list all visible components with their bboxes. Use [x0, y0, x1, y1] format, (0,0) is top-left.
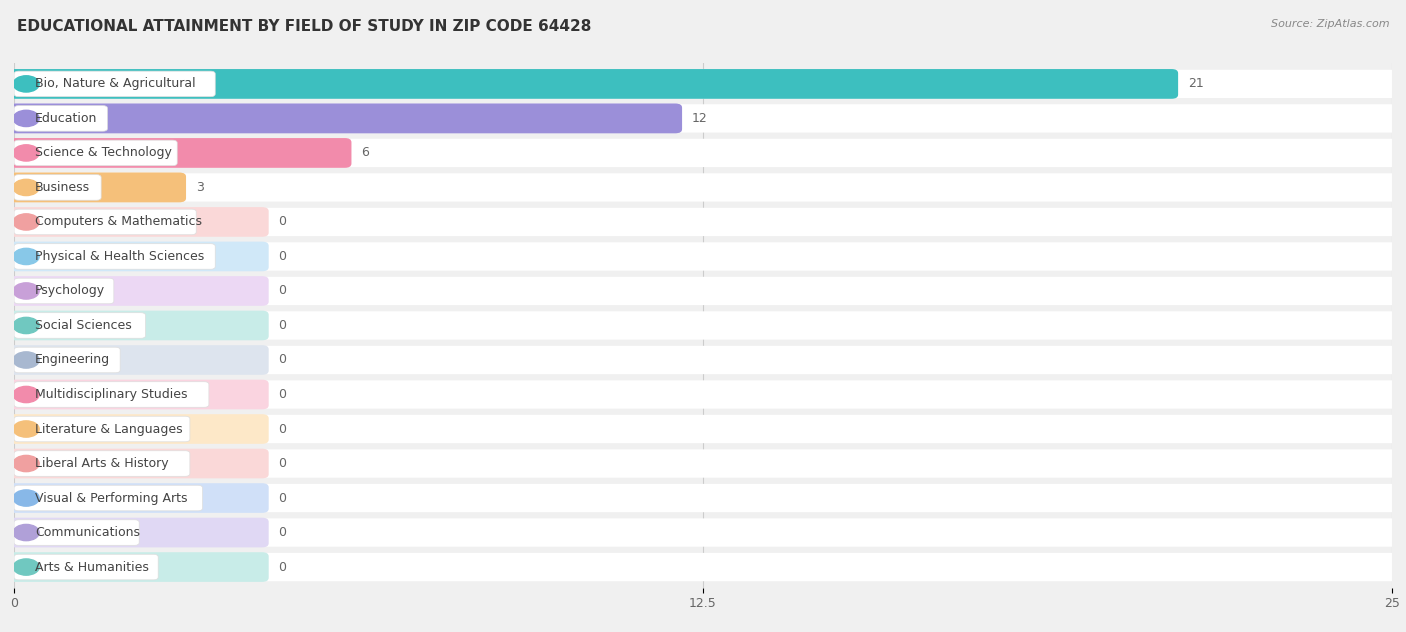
Text: EDUCATIONAL ATTAINMENT BY FIELD OF STUDY IN ZIP CODE 64428: EDUCATIONAL ATTAINMENT BY FIELD OF STUDY…	[17, 19, 592, 34]
Circle shape	[13, 559, 39, 575]
Circle shape	[13, 490, 39, 506]
Text: 0: 0	[278, 526, 287, 539]
Text: Physical & Health Sciences: Physical & Health Sciences	[35, 250, 204, 263]
FancyBboxPatch shape	[14, 313, 145, 338]
Text: 0: 0	[278, 492, 287, 504]
Text: 0: 0	[278, 250, 287, 263]
Circle shape	[13, 214, 39, 230]
FancyBboxPatch shape	[7, 241, 269, 271]
FancyBboxPatch shape	[14, 139, 1392, 167]
Circle shape	[13, 456, 39, 471]
FancyBboxPatch shape	[14, 140, 177, 166]
FancyBboxPatch shape	[7, 483, 269, 513]
FancyBboxPatch shape	[14, 346, 1392, 374]
FancyBboxPatch shape	[7, 380, 269, 410]
Text: Engineering: Engineering	[35, 353, 110, 367]
Text: Psychology: Psychology	[35, 284, 105, 298]
FancyBboxPatch shape	[7, 104, 682, 133]
Text: Science & Technology: Science & Technology	[35, 147, 172, 159]
FancyBboxPatch shape	[14, 484, 1392, 512]
Text: Visual & Performing Arts: Visual & Performing Arts	[35, 492, 187, 504]
FancyBboxPatch shape	[14, 208, 1392, 236]
FancyBboxPatch shape	[14, 242, 1392, 270]
FancyBboxPatch shape	[7, 173, 186, 202]
FancyBboxPatch shape	[7, 138, 351, 167]
Circle shape	[13, 111, 39, 126]
FancyBboxPatch shape	[7, 552, 269, 582]
Circle shape	[13, 525, 39, 540]
Text: 12: 12	[692, 112, 707, 125]
FancyBboxPatch shape	[7, 345, 269, 375]
FancyBboxPatch shape	[7, 69, 1178, 99]
FancyBboxPatch shape	[14, 278, 114, 304]
FancyBboxPatch shape	[14, 382, 209, 407]
Circle shape	[13, 386, 39, 403]
FancyBboxPatch shape	[14, 449, 1392, 478]
Circle shape	[13, 352, 39, 368]
FancyBboxPatch shape	[14, 174, 101, 200]
Circle shape	[13, 421, 39, 437]
FancyBboxPatch shape	[14, 380, 1392, 409]
FancyBboxPatch shape	[7, 311, 269, 340]
FancyBboxPatch shape	[7, 518, 269, 547]
FancyBboxPatch shape	[14, 312, 1392, 339]
FancyBboxPatch shape	[7, 207, 269, 237]
Circle shape	[13, 248, 39, 265]
FancyBboxPatch shape	[14, 553, 1392, 581]
Text: 0: 0	[278, 561, 287, 574]
Circle shape	[13, 179, 39, 195]
Text: 3: 3	[195, 181, 204, 194]
Text: Business: Business	[35, 181, 90, 194]
Text: Bio, Nature & Agricultural: Bio, Nature & Agricultural	[35, 77, 195, 90]
Text: 0: 0	[278, 319, 287, 332]
FancyBboxPatch shape	[14, 209, 197, 234]
FancyBboxPatch shape	[7, 449, 269, 478]
Text: Computers & Mathematics: Computers & Mathematics	[35, 216, 202, 228]
Text: Arts & Humanities: Arts & Humanities	[35, 561, 149, 574]
Text: Social Sciences: Social Sciences	[35, 319, 132, 332]
Text: Liberal Arts & History: Liberal Arts & History	[35, 457, 169, 470]
FancyBboxPatch shape	[14, 520, 139, 545]
Text: 21: 21	[1188, 77, 1204, 90]
Text: 0: 0	[278, 353, 287, 367]
Circle shape	[13, 145, 39, 161]
FancyBboxPatch shape	[14, 106, 107, 131]
Circle shape	[13, 76, 39, 92]
FancyBboxPatch shape	[14, 518, 1392, 547]
FancyBboxPatch shape	[14, 485, 202, 511]
FancyBboxPatch shape	[14, 415, 1392, 443]
FancyBboxPatch shape	[14, 104, 1392, 133]
Text: 0: 0	[278, 457, 287, 470]
Text: Education: Education	[35, 112, 97, 125]
FancyBboxPatch shape	[14, 347, 120, 373]
Text: Literature & Languages: Literature & Languages	[35, 423, 183, 435]
FancyBboxPatch shape	[14, 70, 1392, 98]
FancyBboxPatch shape	[7, 138, 351, 167]
Text: Multidisciplinary Studies: Multidisciplinary Studies	[35, 388, 187, 401]
FancyBboxPatch shape	[14, 554, 159, 580]
FancyBboxPatch shape	[14, 277, 1392, 305]
Circle shape	[13, 317, 39, 334]
Text: 0: 0	[278, 284, 287, 298]
Text: 0: 0	[278, 388, 287, 401]
FancyBboxPatch shape	[14, 416, 190, 442]
FancyBboxPatch shape	[14, 173, 1392, 202]
FancyBboxPatch shape	[7, 173, 186, 202]
FancyBboxPatch shape	[14, 244, 215, 269]
Text: Communications: Communications	[35, 526, 141, 539]
FancyBboxPatch shape	[14, 451, 190, 477]
Circle shape	[13, 283, 39, 299]
Text: Source: ZipAtlas.com: Source: ZipAtlas.com	[1271, 19, 1389, 29]
FancyBboxPatch shape	[7, 414, 269, 444]
FancyBboxPatch shape	[7, 276, 269, 306]
FancyBboxPatch shape	[14, 71, 215, 97]
Text: 0: 0	[278, 216, 287, 228]
Text: 6: 6	[361, 147, 370, 159]
FancyBboxPatch shape	[7, 104, 682, 133]
Text: 0: 0	[278, 423, 287, 435]
FancyBboxPatch shape	[7, 69, 1178, 99]
